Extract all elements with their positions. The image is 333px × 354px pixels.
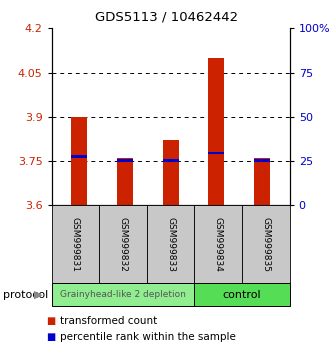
Text: ▶: ▶ xyxy=(34,290,43,300)
Text: control: control xyxy=(223,290,261,300)
Text: GSM999835: GSM999835 xyxy=(261,217,270,272)
Text: GDS5113 / 10462442: GDS5113 / 10462442 xyxy=(95,11,238,24)
Text: transformed count: transformed count xyxy=(60,316,157,326)
Text: ■: ■ xyxy=(47,316,56,326)
Text: GSM999832: GSM999832 xyxy=(119,217,128,272)
Bar xyxy=(71,155,87,158)
Text: Grainyhead-like 2 depletion: Grainyhead-like 2 depletion xyxy=(60,290,186,299)
Bar xyxy=(163,141,179,205)
Text: ■: ■ xyxy=(47,332,56,342)
Bar xyxy=(254,158,270,205)
Bar xyxy=(117,158,133,205)
Bar xyxy=(208,58,224,205)
Text: protocol: protocol xyxy=(3,290,49,300)
Bar xyxy=(163,159,179,162)
Bar xyxy=(117,159,133,162)
Bar xyxy=(71,117,87,205)
Bar xyxy=(254,159,270,162)
Text: GSM999834: GSM999834 xyxy=(214,217,223,272)
Text: percentile rank within the sample: percentile rank within the sample xyxy=(60,332,236,342)
Text: GSM999831: GSM999831 xyxy=(71,217,80,272)
Text: GSM999833: GSM999833 xyxy=(166,217,175,272)
Bar xyxy=(208,152,224,154)
